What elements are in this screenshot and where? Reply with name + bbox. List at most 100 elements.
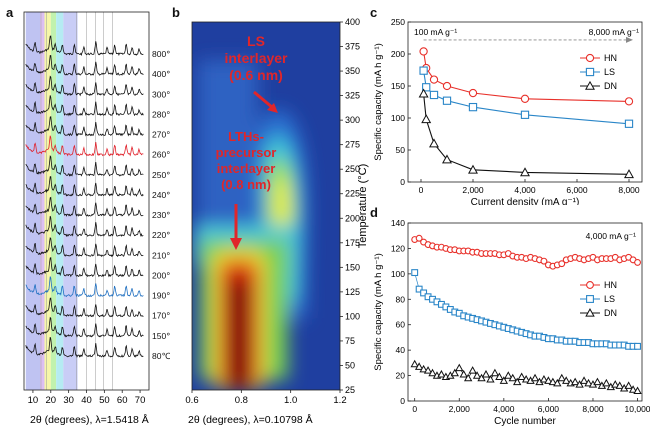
panel-b-ytick-label-11: 300 bbox=[345, 115, 360, 125]
panel-b-ytick-label-5: 150 bbox=[345, 262, 360, 272]
panel-d-point-DN-1 bbox=[414, 362, 424, 370]
annotation-ls-line-2: (0.6 nm) bbox=[229, 67, 283, 83]
xrd-temp-label-12: 190℃ bbox=[152, 291, 170, 301]
xrd-temp-label-2: 300℃ bbox=[152, 89, 170, 99]
panel-d-point-DN-49 bbox=[628, 385, 638, 393]
panel-a-band-3 bbox=[50, 12, 57, 390]
panel-b-ytick-label-2: 75 bbox=[345, 336, 355, 346]
annotation-ls-line-1: interlayer bbox=[224, 50, 288, 66]
panel-a-xtick-label-4: 50 bbox=[99, 395, 110, 406]
panel-c-point-LS-4 bbox=[468, 102, 478, 112]
panel-b-ytick-label-13: 350 bbox=[345, 66, 360, 76]
panel-c-ytick-label-0: 0 bbox=[400, 177, 405, 187]
panel-c-point-HN-3 bbox=[442, 81, 452, 91]
panel-c-legend-label-LS: LS bbox=[604, 67, 615, 77]
panel-c-legend-label-DN: DN bbox=[604, 81, 617, 91]
panel-c-series-line-DN bbox=[423, 93, 630, 175]
panel-d-point-DN-31 bbox=[548, 377, 558, 386]
panel-d-xtick-label-2: 4,000 bbox=[493, 404, 515, 414]
xrd-trace-15 bbox=[25, 336, 144, 358]
panel-c-point-DN-2 bbox=[429, 138, 439, 148]
xrd-trace-3 bbox=[25, 95, 144, 117]
panel-d-point-DN-38 bbox=[579, 376, 589, 384]
panel-d-ytick-label-5: 100 bbox=[391, 269, 405, 279]
panel-c-point-HN-6 bbox=[624, 97, 634, 106]
panel-c-point-DN-0 bbox=[418, 88, 429, 98]
panel-d-legend-label-LS: LS bbox=[604, 294, 615, 304]
rate-dashed-arrowhead bbox=[626, 36, 633, 43]
panel-d-point-DN-39 bbox=[584, 378, 593, 387]
panel-d-point-DN-16 bbox=[481, 369, 491, 378]
panel-d-point-DN-15 bbox=[477, 373, 486, 382]
xrd-temp-label-14: 150℃ bbox=[152, 331, 170, 341]
panel-c-point-DN-3 bbox=[442, 154, 452, 164]
panel-d-point-HN-33 bbox=[558, 260, 566, 268]
annotation-lths-line-0: LTHs- bbox=[228, 129, 264, 144]
panel-d-point-DN-19 bbox=[495, 372, 504, 381]
panel-a-xtick-label-5: 60 bbox=[117, 395, 128, 406]
rate-label-left: 100 mA g⁻¹ bbox=[414, 27, 457, 37]
panel-d-point-DN-17 bbox=[486, 375, 495, 383]
panel-b-ytick-label-10: 275 bbox=[345, 140, 360, 150]
xrd-temp-label-13: 170℃ bbox=[152, 311, 170, 321]
panel-c-letter: c bbox=[370, 5, 378, 20]
cycling-rate-label: 4,000 mA g⁻¹ bbox=[586, 231, 636, 241]
xrd-temp-label-10: 210℃ bbox=[152, 250, 170, 260]
panel-b-heatmap-chart: 0.6 0.8 1.0 1.2 25 50 75 100 125 150 175 200 225 250… bbox=[185, 17, 369, 426]
panel-d-xtick-label-3: 6,000 bbox=[538, 404, 560, 414]
xrd-trace-5 bbox=[25, 135, 144, 157]
panel-d-point-DN-6 bbox=[437, 369, 446, 378]
panel-c-rate-chart: 100 mA g⁻¹ 8,000 mA g⁻¹ 0 2,000 4,000 6,000 8,… bbox=[373, 17, 643, 205]
panel-b-xtick-label-2: 1.0 bbox=[284, 395, 297, 406]
panel-d-legend-label-HN: HN bbox=[604, 280, 617, 290]
panel-d-point-DN-9 bbox=[450, 368, 459, 377]
panel-c-point-DN-4 bbox=[468, 164, 478, 174]
panel-b-xtick-label-0: 0.6 bbox=[185, 395, 198, 406]
panel-c-point-DN-6 bbox=[624, 169, 634, 179]
arrow-ls bbox=[253, 90, 274, 110]
panel-d-letter: d bbox=[370, 205, 378, 220]
panel-d-point-HN-1 bbox=[415, 234, 423, 242]
panel-c-point-LS-0 bbox=[419, 66, 428, 75]
panel-d-point-DN-10 bbox=[455, 363, 464, 372]
panel-d-point-DN-4 bbox=[428, 368, 437, 377]
heatmap-blob-main-darkred bbox=[228, 280, 250, 390]
panel-d-point-DN-45 bbox=[611, 380, 620, 388]
panel-d-point-DN-11 bbox=[459, 369, 468, 378]
panel-d-point-DN-32 bbox=[553, 378, 562, 387]
panel-b-ytick-label-4: 125 bbox=[345, 287, 360, 297]
panel-c-legend-marker-LS bbox=[585, 67, 595, 77]
panel-c-legend-marker-DN bbox=[585, 80, 595, 90]
panel-c-legend-label-HN: HN bbox=[604, 53, 617, 63]
panel-c-ytick-label-2: 100 bbox=[391, 113, 405, 123]
panel-c-point-LS-2 bbox=[429, 90, 439, 100]
panel-d-frame bbox=[407, 222, 643, 402]
panel-c-point-LS-5 bbox=[520, 110, 530, 119]
panel-d-point-DN-18 bbox=[490, 368, 500, 377]
panel-a-xtick-label-0: 10 bbox=[28, 395, 39, 406]
panel-d-ytick-label-6: 120 bbox=[391, 243, 405, 253]
panel-c-ylabel: Specific capacity (mA h g⁻¹) bbox=[373, 43, 384, 160]
panel-b-ytick-label-0: 25 bbox=[345, 385, 355, 395]
panel-d-point-DN-37 bbox=[575, 380, 584, 388]
panel-d-point-DN-34 bbox=[562, 376, 571, 384]
panel-d-point-DN-2 bbox=[419, 364, 428, 373]
xrd-trace-8 bbox=[25, 196, 144, 217]
panel-b-ytick-label-1: 50 bbox=[345, 360, 355, 370]
panel-c-xtick-label-2: 4,000 bbox=[514, 185, 536, 195]
annotation-ls-interlayer: LS interlayer (0.6 nm) bbox=[224, 33, 288, 83]
panel-a-xtick-label-2: 30 bbox=[63, 395, 74, 406]
panel-d-point-HN-50 bbox=[634, 258, 641, 266]
xrd-trace-1 bbox=[25, 55, 144, 76]
panel-c-point-HN-2 bbox=[429, 75, 439, 84]
panel-b-xlabel-lambda: λ=0.10798 Å bbox=[253, 413, 312, 426]
panel-b-letter: b bbox=[172, 5, 180, 20]
panel-d-point-DN-27 bbox=[530, 373, 540, 382]
panel-a-xrd-chart: 800℃ 400℃ 300℃ 280℃ 270℃ 260℃ 250℃ 240℃ 230℃ 220℃… bbox=[23, 11, 170, 426]
panel-d-point-LS-2 bbox=[420, 289, 428, 297]
panel-c-point-HN-0 bbox=[419, 47, 428, 56]
panel-d-xlabel: Cycle number bbox=[494, 416, 556, 427]
panel-b-ytick-label-9: 250 bbox=[345, 164, 360, 174]
panel-d-point-DN-33 bbox=[557, 373, 566, 382]
panel-d-point-DN-30 bbox=[544, 376, 553, 384]
